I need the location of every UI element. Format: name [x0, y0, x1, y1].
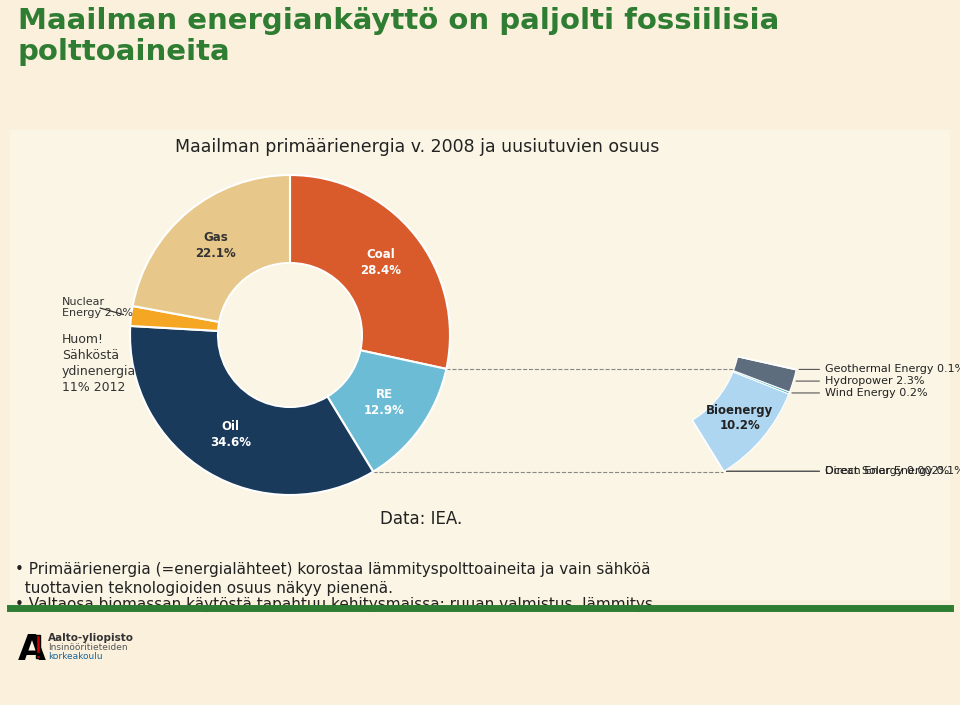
Text: Oil
34.6%: Oil 34.6%: [210, 420, 251, 449]
Text: Nuclear
Energy 2.0%: Nuclear Energy 2.0%: [62, 297, 133, 318]
Text: • Valtaosa biomassan käytöstä tapahtuu kehitysmaissa: ruuan valmistus, lämmitys.: • Valtaosa biomassan käytöstä tapahtuu k…: [15, 597, 658, 612]
Wedge shape: [737, 356, 797, 370]
Text: Wind Energy 0.2%: Wind Energy 0.2%: [792, 388, 927, 398]
Text: Coal
28.4%: Coal 28.4%: [360, 247, 401, 276]
Text: Maailman primäärienergia v. 2008 ja uusiutuvien osuus: Maailman primäärienergia v. 2008 ja uusi…: [175, 138, 660, 156]
Text: Hydropower 2.3%: Hydropower 2.3%: [796, 376, 924, 386]
Wedge shape: [692, 420, 724, 471]
Text: Data: IEA.: Data: IEA.: [380, 510, 463, 528]
FancyBboxPatch shape: [36, 655, 40, 658]
Text: korkeakoulu: korkeakoulu: [48, 652, 103, 661]
Text: Huom!
Sähköstä
ydinenergia
11% 2012: Huom! Sähköstä ydinenergia 11% 2012: [62, 333, 136, 394]
Wedge shape: [692, 420, 724, 472]
Wedge shape: [327, 350, 446, 472]
Wedge shape: [130, 326, 373, 495]
Wedge shape: [132, 175, 290, 322]
Text: Insinööritieteiden: Insinööritieteiden: [48, 643, 128, 652]
Text: Ocean Energy 0.002%: Ocean Energy 0.002%: [727, 466, 949, 476]
Wedge shape: [692, 372, 789, 471]
Text: Aalto-yliopisto: Aalto-yliopisto: [48, 633, 134, 643]
Wedge shape: [733, 357, 796, 392]
FancyBboxPatch shape: [10, 130, 950, 600]
Circle shape: [220, 265, 360, 405]
Text: Bioenergy
10.2%: Bioenergy 10.2%: [706, 405, 773, 432]
Text: • Primäärienergia (=energialähteet) korostaa lämmityspolttoaineita ja vain sähkö: • Primäärienergia (=energialähteet) koro…: [15, 562, 651, 596]
FancyBboxPatch shape: [36, 635, 40, 653]
Text: Direct Solar Energy 0.1%: Direct Solar Energy 0.1%: [727, 467, 960, 477]
Wedge shape: [733, 371, 789, 394]
Text: A: A: [18, 633, 46, 667]
Text: Geothermal Energy 0.1%: Geothermal Energy 0.1%: [799, 364, 960, 374]
Text: Gas
22.1%: Gas 22.1%: [196, 231, 236, 260]
Text: Maailman energiankäyttö on paljolti fossiilisia
polttoaineita: Maailman energiankäyttö on paljolti foss…: [18, 7, 780, 66]
Text: RE
12.9%: RE 12.9%: [364, 388, 405, 417]
Wedge shape: [290, 175, 450, 369]
Wedge shape: [131, 306, 219, 331]
